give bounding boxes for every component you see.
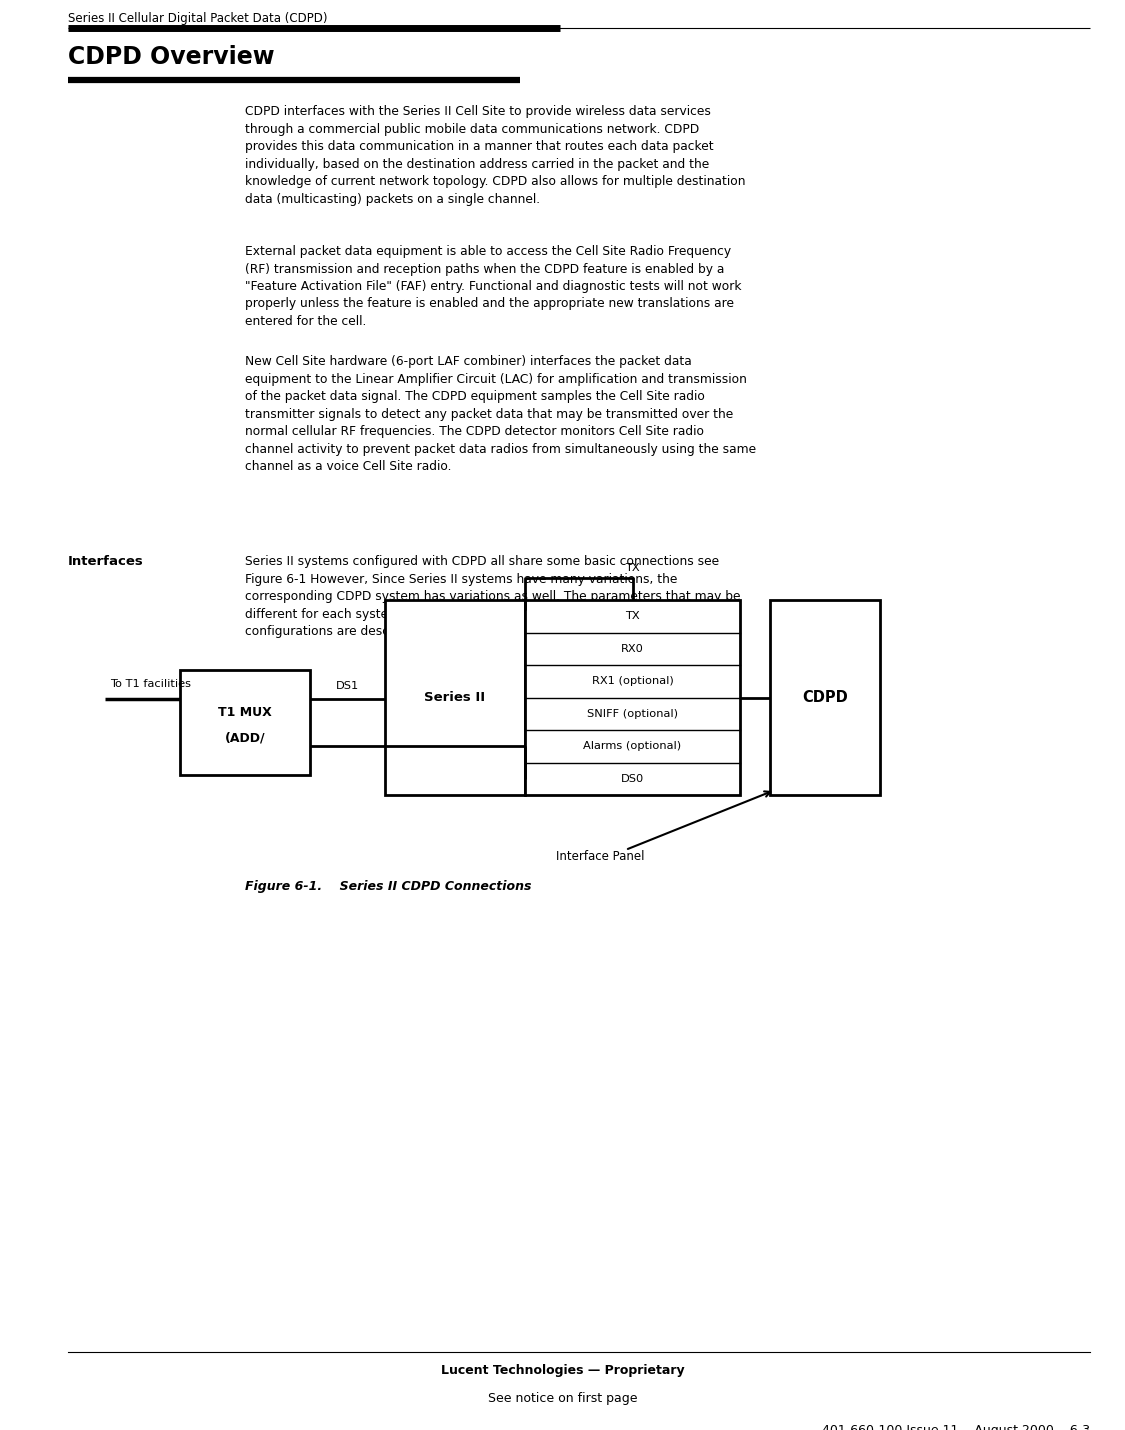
Bar [180,671,310,775]
Text: New Cell Site hardware (6-port LAF combiner) interfaces the packet data
equipmen: New Cell Site hardware (6-port LAF combi… [245,355,756,473]
Text: Series II Cellular Digital Packet Data (CDPD): Series II Cellular Digital Packet Data (… [68,11,327,24]
Text: DS1: DS1 [336,682,359,691]
Text: To T1 facilities: To T1 facilities [110,679,191,689]
Text: TX: TX [626,563,640,573]
Text: External packet data equipment is able to access the Cell Site Radio Frequency
(: External packet data equipment is able t… [245,245,741,327]
Text: SNIFF (optional): SNIFF (optional) [587,709,678,719]
Text: Series II: Series II [424,691,486,704]
Text: RX1 (optional): RX1 (optional) [592,676,674,686]
Text: Lucent Technologies — Proprietary: Lucent Technologies — Proprietary [441,1364,684,1377]
Text: Series II systems configured with CDPD all share some basic connections see
Figu: Series II systems configured with CDPD a… [245,555,740,638]
Text: Figure 6-1.    Series II CDPD Connections: Figure 6-1. Series II CDPD Connections [245,879,531,892]
Text: Alarms (optional): Alarms (optional) [584,741,682,751]
Text: DS0: DS0 [621,774,645,784]
Text: CDPD: CDPD [802,691,848,705]
Text: T1 MUX: T1 MUX [218,705,272,718]
Text: Interfaces: Interfaces [68,555,144,568]
Text: Interface Panel: Interface Panel [556,849,645,862]
Bar [385,601,525,795]
Text: CDPD interfaces with the Series II Cell Site to provide wireless data services
t: CDPD interfaces with the Series II Cell … [245,104,746,206]
Bar [525,601,740,795]
Text: 401-660-100 Issue 11    August 2000    6-3: 401-660-100 Issue 11 August 2000 6-3 [822,1424,1090,1430]
Text: (ADD/: (ADD/ [225,732,266,745]
Text: RX0: RX0 [621,644,643,654]
Text: TX: TX [626,611,640,621]
Bar [770,601,880,795]
Text: See notice on first page: See notice on first page [488,1391,637,1406]
Text: CDPD Overview: CDPD Overview [68,44,274,69]
